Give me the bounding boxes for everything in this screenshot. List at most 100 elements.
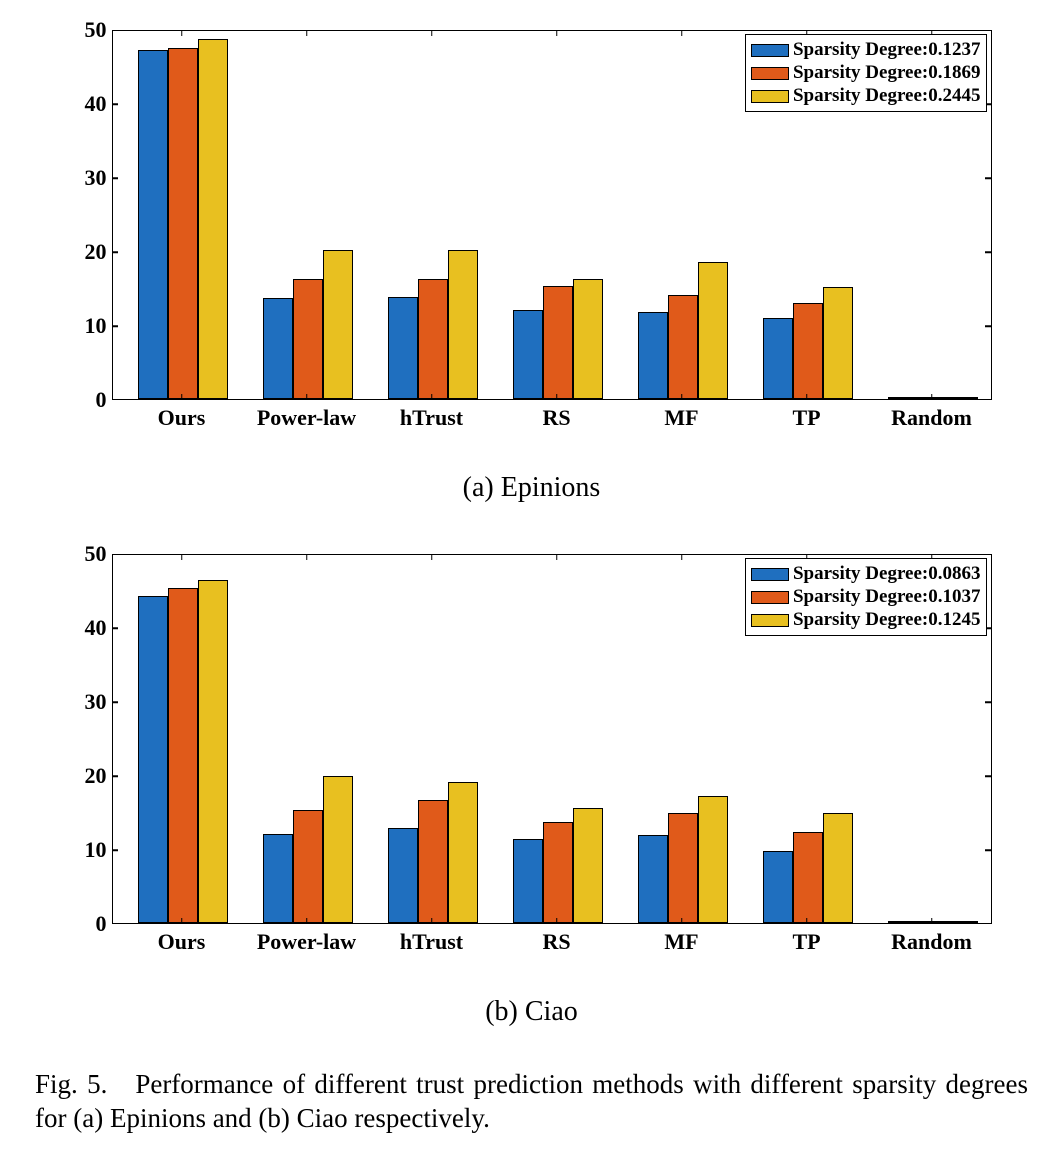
x-tick-label: hTrust xyxy=(400,405,463,431)
x-tick-mark xyxy=(306,918,308,924)
legend-label: Sparsity Degree:0.1869 xyxy=(793,62,981,84)
bar xyxy=(543,286,573,399)
x-tick-mark xyxy=(306,394,308,400)
x-tick-label: Random xyxy=(891,929,972,955)
x-tick-label: hTrust xyxy=(400,929,463,955)
y-tick-mark xyxy=(985,325,991,327)
x-tick-mark xyxy=(181,554,183,560)
legend-row: Sparsity Degree:0.1037 xyxy=(751,586,981,608)
bar xyxy=(168,48,198,399)
bar xyxy=(918,921,948,923)
subcaption: (a) Epinions xyxy=(20,472,1043,504)
bar xyxy=(388,828,418,923)
x-tick-mark xyxy=(181,30,183,36)
x-tick-mark xyxy=(306,554,308,560)
y-tick-mark xyxy=(112,251,118,253)
legend-swatch xyxy=(751,614,789,627)
y-tick-label: 0 xyxy=(67,387,107,413)
bar xyxy=(763,851,793,923)
x-tick-label: Random xyxy=(891,405,972,431)
x-tick-mark xyxy=(181,918,183,924)
bar xyxy=(448,250,478,399)
bar xyxy=(918,397,948,399)
y-tick-label: 10 xyxy=(67,313,107,339)
bar xyxy=(323,776,353,923)
x-tick-mark xyxy=(181,394,183,400)
bar xyxy=(138,50,168,399)
y-tick-mark xyxy=(112,627,118,629)
legend-swatch xyxy=(751,568,789,581)
bar xyxy=(198,580,228,923)
legend-swatch xyxy=(751,44,789,57)
bar xyxy=(263,298,293,399)
bar xyxy=(888,921,918,923)
y-tick-label: 20 xyxy=(67,239,107,265)
bar xyxy=(763,318,793,399)
x-tick-mark xyxy=(306,30,308,36)
legend-swatch xyxy=(751,67,789,80)
chart-ciao: 01020304050OursPower-lawhTrustRSMFTPRand… xyxy=(42,544,1022,974)
bar xyxy=(513,310,543,399)
bar xyxy=(793,832,823,923)
x-tick-mark xyxy=(431,918,433,924)
bar xyxy=(388,297,418,399)
bar xyxy=(198,39,228,399)
bar xyxy=(418,279,448,399)
y-tick-mark xyxy=(112,103,118,105)
x-tick-mark xyxy=(931,394,933,400)
bar xyxy=(668,295,698,399)
bar xyxy=(513,839,543,923)
legend-swatch xyxy=(751,591,789,604)
x-tick-label: RS xyxy=(542,405,570,431)
x-tick-mark xyxy=(931,918,933,924)
bar xyxy=(293,279,323,399)
y-tick-label: 0 xyxy=(67,911,107,937)
legend-swatch xyxy=(751,90,789,103)
bar xyxy=(823,813,853,923)
y-tick-label: 50 xyxy=(67,17,107,43)
y-tick-label: 50 xyxy=(67,541,107,567)
x-tick-mark xyxy=(431,394,433,400)
bar xyxy=(888,397,918,399)
y-tick-label: 40 xyxy=(67,91,107,117)
y-tick-mark xyxy=(985,177,991,179)
bar xyxy=(323,250,353,399)
y-tick-mark xyxy=(112,775,118,777)
y-tick-label: 30 xyxy=(67,165,107,191)
x-tick-label: MF xyxy=(664,405,698,431)
legend-row: Sparsity Degree:0.1237 xyxy=(751,39,981,61)
x-tick-mark xyxy=(556,554,558,560)
bar xyxy=(638,835,668,923)
bar xyxy=(698,796,728,923)
x-tick-label: Power-law xyxy=(257,405,356,431)
bar xyxy=(448,782,478,923)
bar xyxy=(573,279,603,399)
x-tick-label: MF xyxy=(664,929,698,955)
x-tick-mark xyxy=(681,394,683,400)
bar xyxy=(823,287,853,399)
x-tick-label: RS xyxy=(542,929,570,955)
y-tick-mark xyxy=(112,177,118,179)
y-tick-mark xyxy=(112,701,118,703)
x-tick-mark xyxy=(431,30,433,36)
bar xyxy=(948,397,978,399)
x-tick-label: Ours xyxy=(158,929,206,955)
x-tick-label: TP xyxy=(792,405,820,431)
bar xyxy=(263,834,293,923)
y-tick-mark xyxy=(985,849,991,851)
bar xyxy=(638,312,668,399)
x-tick-label: Power-law xyxy=(257,929,356,955)
legend-label: Sparsity Degree:0.1237 xyxy=(793,39,981,61)
legend: Sparsity Degree:0.1237Sparsity Degree:0.… xyxy=(745,34,987,112)
x-tick-mark xyxy=(556,918,558,924)
y-tick-label: 30 xyxy=(67,689,107,715)
x-tick-mark xyxy=(681,30,683,36)
x-tick-label: TP xyxy=(792,929,820,955)
x-tick-mark xyxy=(681,918,683,924)
bar xyxy=(418,800,448,923)
y-tick-label: 10 xyxy=(67,837,107,863)
x-tick-mark xyxy=(556,30,558,36)
subcaption: (b) Ciao xyxy=(20,996,1043,1028)
legend-label: Sparsity Degree:0.2445 xyxy=(793,85,981,107)
figure-caption: Fig. 5. Performance of different trust p… xyxy=(35,1068,1028,1136)
